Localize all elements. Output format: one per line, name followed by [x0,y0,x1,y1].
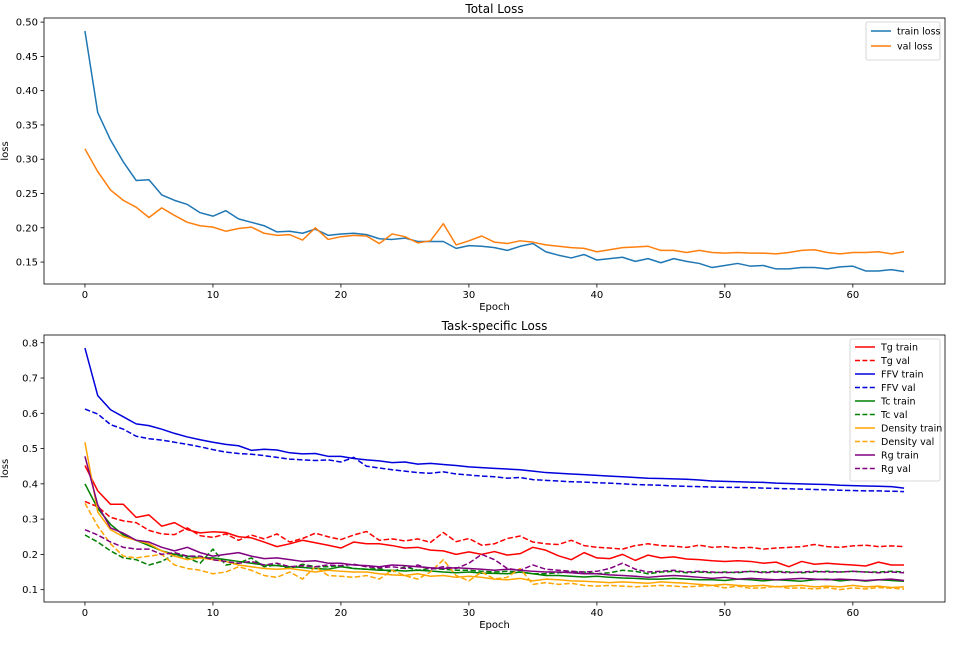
series-line-tg-train [84,465,905,568]
y-tick-label: 0.8 [22,338,38,349]
axes-frame [43,334,946,603]
x-tick-label: 0 [82,290,88,301]
y-tick-label: 0.40 [16,86,38,97]
legend-label: val loss [897,42,933,53]
x-tick-label: 0 [82,608,88,619]
x-axis-label: Epoch [479,620,510,631]
x-tick-label: 10 [207,290,220,301]
series-line-ffv-val [84,408,905,493]
series-line-tc-val [84,534,905,575]
y-tick-label: 0.50 [16,18,38,29]
legend: Tg train Tg val FFV train FFV val Tc train Tc… [849,338,942,482]
y-tick-label: 0.30 [16,155,38,166]
y-tick-label: 0.5 [22,444,38,455]
y-axis-label: loss [0,459,11,478]
panel-total-loss: Total Loss 0 10 20 30 40 50 60 0.15 0.20 0.25 0.30 0… [0,2,946,313]
y-tick-label: 0.3 [22,515,38,526]
x-tick-label: 50 [719,290,732,301]
y-tick-label: 0.15 [16,258,38,269]
series-line-density-train [84,442,905,589]
y-tick-label: 0.20 [16,223,38,234]
x-axis-label: Epoch [479,302,510,313]
x-tick-label: 50 [719,608,732,619]
y-tick-label: 0.25 [16,189,38,200]
legend-label: Rg val [881,464,911,475]
panel-task-specific-loss: Task-specific Loss 0 10 20 30 40 50 60 0.1 0.2 0.3… [0,319,946,631]
axes-frame [43,17,946,285]
x-tick-label: 20 [335,608,348,619]
y-axis-label: loss [0,141,11,160]
y-tick-label: 0.7 [22,374,38,385]
legend-label: FFV val [881,383,916,394]
x-tick-label: 60 [846,290,859,301]
legend-label: Density val [881,437,934,448]
legend-label: Tc train [880,397,916,408]
x-tick-label: 20 [335,290,348,301]
legend-label: Tc val [880,410,908,421]
legend-label: train loss [897,27,941,38]
series-line-val-loss [84,148,905,255]
series-line-tg-val [84,500,905,550]
x-tick-label: 40 [591,290,604,301]
legend-label: Rg train [881,451,919,462]
series-line-rg-train [84,456,905,582]
y-tick-label: 0.1 [22,585,38,596]
x-tick-label: 30 [463,290,476,301]
y-tick-label: 0.4 [22,479,38,490]
series-line-rg-val [84,528,905,574]
y-tick-label: 0.6 [22,409,38,420]
y-tick-label: 0.35 [16,120,38,131]
legend: train loss val loss [865,21,941,61]
x-tick-label: 30 [463,608,476,619]
x-tick-label: 10 [207,608,220,619]
legend-label: FFV train [881,370,924,381]
y-tick-label: 0.2 [22,550,38,561]
series-line-ffv-train [84,347,905,489]
series-line-train-loss [84,30,905,273]
y-tick-label: 0.45 [16,52,38,63]
chart-title: Total Loss [464,2,523,16]
legend-label: Density train [881,424,942,435]
legend-label: Tg train [880,343,918,354]
x-tick-label: 40 [591,608,604,619]
legend-label: Tg val [880,356,910,367]
series-line-density-val [84,502,905,591]
chart-title: Task-specific Loss [441,319,548,333]
x-tick-label: 60 [846,608,859,619]
